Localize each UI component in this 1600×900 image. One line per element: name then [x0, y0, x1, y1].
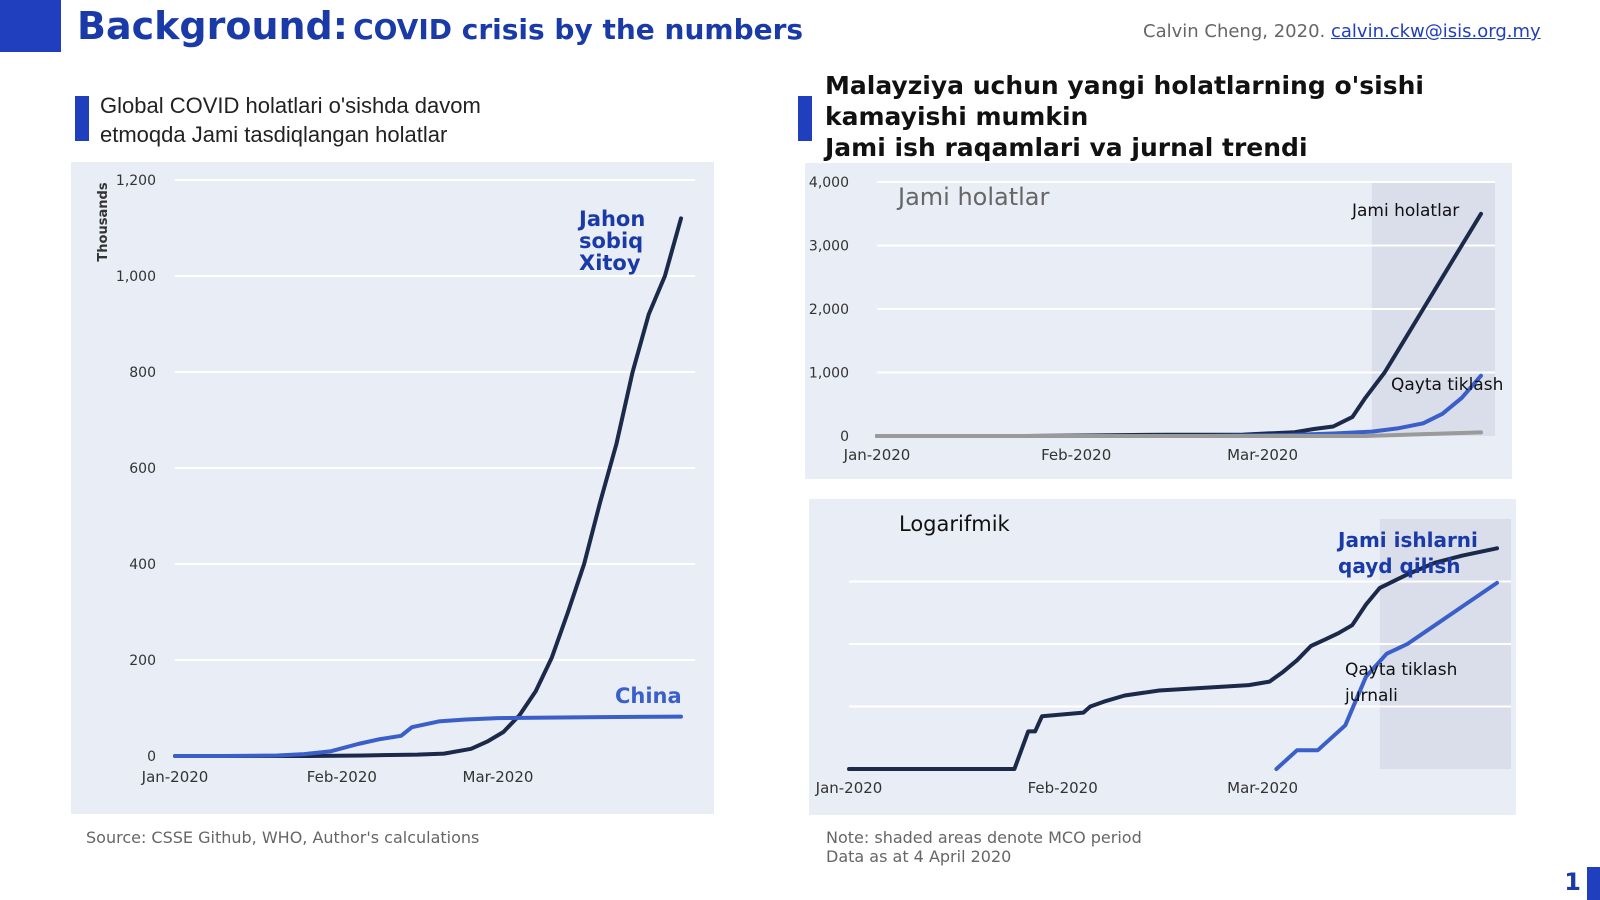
- global-chart-panel: 0 200 400 600 800 1,000 1,200 Jan-2020 Feb-2020…: [71, 162, 714, 814]
- author-email-link[interactable]: calvin.ckw@isis.org.my: [1330, 21, 1541, 42]
- left-heading-line1: Global COVID holatlari o'sishda davom: [100, 93, 481, 118]
- left-heading-line2: etmoqda Jami tasdiqlangan holatlar: [100, 122, 448, 147]
- malaysia-total-chart: 0 1,000 2,000 3,000 4,000 Jan-2020 Feb-2020 Ma…: [809, 175, 1503, 464]
- right-heading: Malayziya uchun yangi holatlarning o'sis…: [825, 70, 1424, 163]
- malaysia-log-panel: Jan-2020 Feb-2020 Mar-2020 Logarifmik Jami…: [809, 499, 1516, 815]
- c1-y-tick-label: 600: [129, 461, 156, 477]
- c2-x-tick-label: Feb-2020: [1041, 446, 1111, 464]
- c3-x-tick-label: Mar-2020: [1227, 779, 1298, 797]
- left-heading: Global COVID holatlari o'sishda davom et…: [100, 91, 481, 149]
- c1-y-tick-label: 200: [129, 653, 156, 669]
- chart1-y-axis-label: Thousands: [96, 182, 111, 261]
- source-note: Source: CSSE Github, WHO, Author's calcu…: [86, 828, 480, 847]
- c3-series-line-1: [1274, 580, 1499, 771]
- c2-y-tick-label: 2,000: [809, 302, 849, 318]
- title-main: Background:: [77, 4, 348, 48]
- chart1-series: [173, 216, 683, 758]
- chart3-series: [847, 546, 1499, 771]
- c1-y-tick-label: 1,200: [116, 173, 156, 189]
- mco-note: Note: shaded areas denote MCO period Dat…: [826, 828, 1142, 866]
- author-text: Calvin Cheng, 2020.: [1143, 21, 1326, 42]
- right-heading-line2: kamayishi mumkin: [825, 102, 1089, 131]
- c2-y-tick-label: 3,000: [809, 239, 849, 255]
- log-recovery-label-line1: Qayta tiklash: [1345, 660, 1457, 680]
- malaysia-total-panel: 0 1,000 2,000 3,000 4,000 Jan-2020 Feb-2020 Ma…: [805, 163, 1512, 479]
- c1-y-tick-label: 0: [147, 749, 156, 765]
- china-label: China: [615, 684, 682, 708]
- log-total-label-line1: Jami ishlarni: [1336, 528, 1478, 552]
- chart3-x-ticks: Jan-2020 Feb-2020 Mar-2020: [815, 779, 1298, 797]
- title-accent-bar: [0, 0, 61, 52]
- c1-x-tick-label: Jan-2020: [141, 768, 209, 786]
- chart3-title: Logarifmik: [899, 512, 1011, 536]
- c2-y-tick-label: 4,000: [809, 175, 849, 191]
- log-recovery-label: Qayta tiklash jurnali: [1344, 660, 1463, 706]
- c2-series-line-2: [875, 430, 1483, 438]
- chart2-title: Jami holatlar: [896, 183, 1050, 211]
- log-total-label-line2: qayd qilish: [1338, 554, 1461, 578]
- log-recovery-label-line2: jurnali: [1344, 686, 1398, 706]
- c1-series-line-1: [173, 714, 683, 758]
- total-cases-label: Jami holatlar: [1351, 201, 1459, 221]
- page-number: 1: [1564, 868, 1581, 896]
- chart2-series: [875, 211, 1483, 438]
- chart2-gridlines: [877, 181, 1495, 374]
- log-total-label: Jami ishlarni qayd qilish: [1336, 528, 1485, 578]
- right-heading-line3: Jami ish raqamlari va jurnal trendi: [825, 133, 1308, 162]
- right-heading-line1: Malayziya uchun yangi holatlarning o'sis…: [825, 71, 1424, 100]
- mco-note-line1: Note: shaded areas denote MCO period: [826, 828, 1142, 847]
- c1-series-line-0: [173, 216, 683, 758]
- world-label-line1: Jahon: [577, 207, 645, 231]
- recovery-label: Qayta tiklash: [1391, 375, 1503, 395]
- left-heading-marker: [75, 96, 89, 141]
- chart1-y-ticks: 0 200 400 600 800 1,000 1,200: [116, 173, 156, 765]
- c2-y-tick-label: 0: [840, 429, 849, 445]
- c1-x-tick-label: Mar-2020: [463, 768, 534, 786]
- c2-y-tick-label: 1,000: [809, 366, 849, 382]
- chart2-x-ticks: Jan-2020 Feb-2020 Mar-2020: [843, 446, 1298, 464]
- author-credit: Calvin Cheng, 2020. calvin.ckw@isis.org.…: [1143, 21, 1541, 42]
- right-heading-marker: [798, 96, 812, 141]
- c1-y-tick-label: 1,000: [116, 269, 156, 285]
- world-label-line2: sobiq: [579, 229, 643, 253]
- chart1-gridlines: [175, 179, 695, 661]
- c3-x-tick-label: Feb-2020: [1028, 779, 1098, 797]
- world-label-line3: Xitoy: [579, 251, 641, 275]
- global-cases-chart: 0 200 400 600 800 1,000 1,200 Jan-2020 Feb-2020…: [96, 173, 695, 786]
- title-sub: COVID crisis by the numbers: [353, 13, 804, 46]
- c1-y-tick-label: 400: [129, 557, 156, 573]
- chart2-y-ticks: 0 1,000 2,000 3,000 4,000: [809, 175, 849, 445]
- c2-x-tick-label: Jan-2020: [843, 446, 911, 464]
- c1-x-tick-label: Feb-2020: [307, 768, 377, 786]
- slide-title: Background: COVID crisis by the numbers: [77, 4, 803, 48]
- c3-x-tick-label: Jan-2020: [815, 779, 883, 797]
- mco-note-line2: Data as at 4 April 2020: [826, 847, 1012, 866]
- chart3-gridlines: [849, 580, 1511, 708]
- c2-x-tick-label: Mar-2020: [1227, 446, 1298, 464]
- corner-accent: [1587, 867, 1600, 900]
- c3-series-line-0: [847, 546, 1499, 771]
- world-ex-china-label: Jahon sobiq Xitoy: [577, 207, 653, 275]
- malaysia-log-chart: Jan-2020 Feb-2020 Mar-2020 Logarifmik Jami…: [815, 512, 1511, 797]
- chart1-x-ticks: Jan-2020 Feb-2020 Mar-2020: [141, 768, 534, 786]
- c1-y-tick-label: 800: [129, 365, 156, 381]
